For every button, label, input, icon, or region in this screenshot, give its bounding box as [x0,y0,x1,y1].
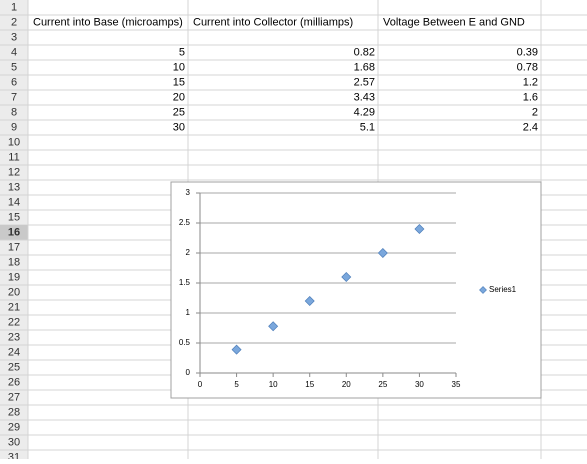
point [268,321,279,332]
data-cell[interactable]: 30 [173,121,185,133]
x-tick-label: 15 [305,380,314,389]
point [341,272,352,282]
row-number[interactable]: 5 [11,61,17,73]
header-cell[interactable]: Current into Collector (milliamps) [193,16,353,28]
x-tick-label: 5 [234,380,239,389]
row-number[interactable]: 9 [11,121,17,133]
x-tick-label: 25 [378,380,387,389]
row-number[interactable]: 29 [8,421,20,433]
selected-row-header [0,225,28,240]
row-number[interactable]: 27 [8,391,20,403]
row-number[interactable]: 12 [8,166,20,178]
row-number[interactable]: 22 [8,316,20,328]
data-cell[interactable]: 25 [173,106,185,118]
legend-label: Series1 [489,285,517,294]
point [414,224,425,234]
data-cell[interactable]: 2 [532,106,538,118]
point [231,344,242,355]
row-number[interactable]: 25 [8,361,20,373]
x-tick-label: 35 [452,380,461,389]
y-tick-label: 0 [186,368,191,377]
point [304,296,315,306]
x-tick-label: 20 [342,380,351,389]
data-cell[interactable]: 1.2 [523,76,538,88]
y-tick-label: 3 [186,188,191,197]
x-tick-label: 30 [415,380,424,389]
header-cell[interactable]: Current into Base (microamps) [33,16,183,28]
row-number[interactable]: 11 [8,151,19,163]
data-cell[interactable]: 4.29 [354,106,375,118]
data-cell[interactable]: 3.43 [354,91,375,103]
data-cell[interactable]: 10 [173,61,185,73]
row-number[interactable]: 7 [11,91,17,103]
y-tick-label: 2 [186,248,191,257]
row-number[interactable]: 21 [8,301,20,313]
y-tick-label: 1.5 [179,278,191,287]
row-number[interactable]: 8 [11,106,17,118]
row-number[interactable]: 14 [8,196,20,208]
data-cell[interactable]: 2.4 [523,121,538,133]
row-number[interactable]: 4 [11,46,17,58]
data-cell[interactable]: 5 [179,46,185,58]
data-cell[interactable]: 1.6 [523,91,538,103]
row-number[interactable]: 28 [8,406,20,418]
row-number[interactable]: 13 [8,181,20,193]
row-number[interactable]: 2 [11,16,17,28]
row-number[interactable]: 23 [8,331,20,343]
data-cell[interactable]: 0.78 [517,61,538,73]
row-number[interactable]: 15 [8,211,20,223]
x-tick-label: 10 [269,380,278,389]
row-number[interactable]: 20 [8,286,20,298]
legend-marker [479,286,487,294]
y-tick-label: 0.5 [179,338,191,347]
row-number[interactable]: 17 [8,241,20,253]
point [377,248,388,258]
row-number[interactable]: 6 [11,76,17,88]
data-cell[interactable]: 15 [173,76,185,88]
row-number[interactable]: 30 [8,436,20,448]
row-number[interactable]: 31 [8,451,20,463]
row-number[interactable]: 16 [8,226,20,238]
row-number[interactable]: 10 [8,136,20,148]
data-cell[interactable]: 0.39 [517,46,538,58]
row-number[interactable]: 3 [11,31,17,43]
x-tick-label: 0 [198,380,203,389]
row-number[interactable]: 24 [8,346,20,358]
row-number[interactable]: 19 [8,271,20,283]
y-tick-label: 1 [186,308,191,317]
data-cell[interactable]: 20 [173,91,185,103]
data-cell[interactable]: 1.68 [354,61,375,73]
row-number[interactable]: 1 [11,1,17,13]
row-number[interactable]: 18 [8,256,20,268]
data-cell[interactable]: 0.82 [354,46,375,58]
y-tick-label: 2.5 [179,218,191,227]
data-cell[interactable]: 2.57 [354,76,375,88]
header-cell[interactable]: Voltage Between E and GND [383,16,525,28]
data-cell[interactable]: 5.1 [360,121,375,133]
row-number[interactable]: 26 [8,376,20,388]
